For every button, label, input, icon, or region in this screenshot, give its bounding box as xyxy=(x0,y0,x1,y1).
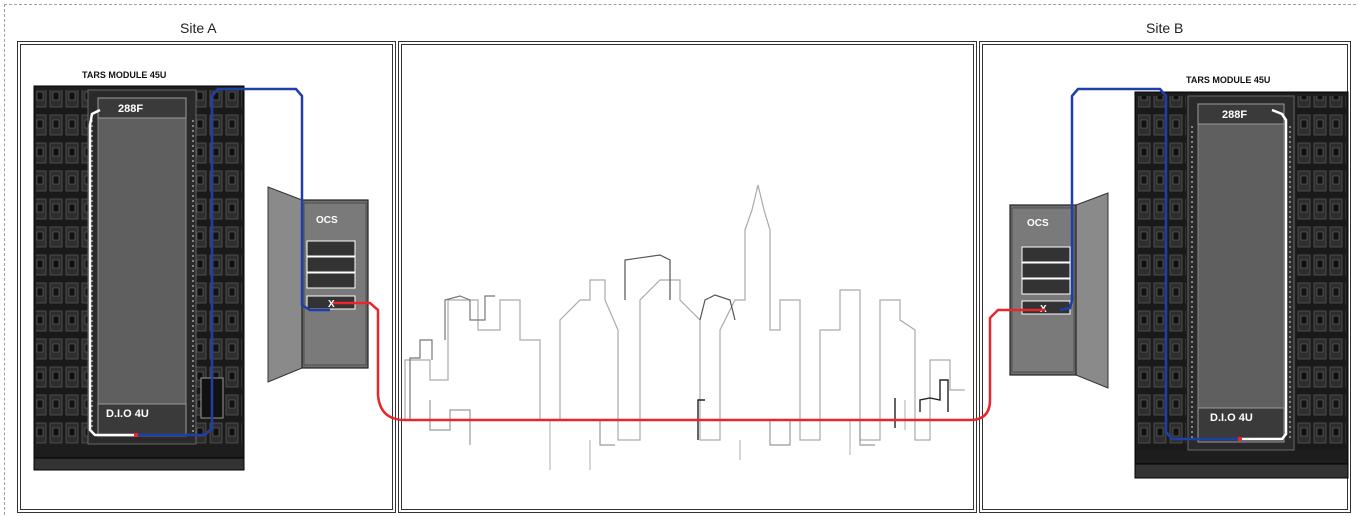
site-b-dio-label: D.I.O 4U xyxy=(1210,412,1253,424)
site-a-title: Site A xyxy=(180,20,217,36)
inter-site-red-link xyxy=(333,301,1045,422)
site-b-ocs-label: OCS xyxy=(1027,218,1049,229)
site-a-blue-fiber xyxy=(136,87,330,437)
site-a-port-mark: X xyxy=(328,299,335,310)
site-a-rack-title: TARS MODULE 45U xyxy=(82,70,166,80)
site-a-top-panel xyxy=(97,97,187,119)
site-a-ocs-cabinet: OCS X xyxy=(267,186,369,383)
site-a-ocs-label: OCS xyxy=(316,215,338,226)
site-a-white-patch xyxy=(88,108,136,437)
site-b-top-panel xyxy=(1197,103,1285,125)
site-b-title: Site B xyxy=(1146,20,1184,36)
site-b-white-patch xyxy=(1240,108,1288,441)
site-a-dio-label: D.I.O 4U xyxy=(106,408,149,420)
city-skyline-icon xyxy=(404,184,965,470)
site-a-dio-panel xyxy=(97,403,187,437)
site-b-ocs-cabinet: OCS X xyxy=(1009,192,1109,389)
site-b-rack: TARS MODULE 45U 288F D.I.O 4U xyxy=(1134,75,1349,479)
site-a-rack: TARS MODULE 45U 288F D.I.O 4U xyxy=(33,70,245,471)
site-a-top-panel-label: 288F xyxy=(118,103,143,115)
site-b-blue-fiber xyxy=(1059,87,1240,441)
site-b-top-panel-label: 288F xyxy=(1222,109,1247,121)
diagram-frame xyxy=(4,4,1356,515)
site-b-rack-title: TARS MODULE 45U xyxy=(1186,75,1270,85)
site-b-dio-panel xyxy=(1197,407,1285,443)
